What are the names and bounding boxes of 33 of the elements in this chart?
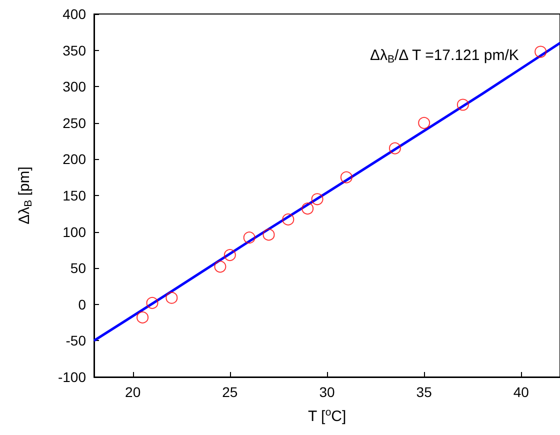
x-tick-label: 25 [222, 384, 238, 400]
y-tick-label: -50 [66, 332, 86, 349]
point [302, 202, 314, 215]
line-series [92, 42, 560, 342]
point [456, 98, 469, 111]
point [136, 311, 149, 324]
y-tick-label: 200 [62, 151, 86, 168]
y-tick-label: 300 [62, 78, 86, 95]
point [534, 46, 547, 58]
point [418, 116, 430, 129]
point [311, 193, 324, 206]
x-tick-label: 35 [416, 384, 432, 400]
y-tick-label: 150 [62, 188, 86, 204]
x-tick-label: 20 [125, 384, 141, 400]
point [166, 292, 178, 304]
y-tick-label: 100 [62, 224, 86, 240]
point [340, 171, 352, 184]
point [214, 260, 226, 273]
x-tick-label: 30 [319, 384, 335, 400]
y-tick-label: 50 [70, 260, 86, 276]
point [224, 249, 236, 262]
y-axis-title: ΔλB [pm] [16, 166, 34, 224]
y-tick-label: 0 [78, 296, 86, 312]
y-tick-label: 250 [62, 114, 86, 131]
point [146, 296, 158, 309]
point [388, 142, 401, 154]
y-tick-label: -100 [58, 369, 86, 385]
y-tick-label: 400 [62, 6, 86, 22]
point [243, 232, 256, 244]
y-tick-label: 350 [62, 42, 86, 58]
point [262, 228, 275, 241]
x-tick-label: 40 [513, 384, 530, 400]
point [282, 213, 294, 226]
